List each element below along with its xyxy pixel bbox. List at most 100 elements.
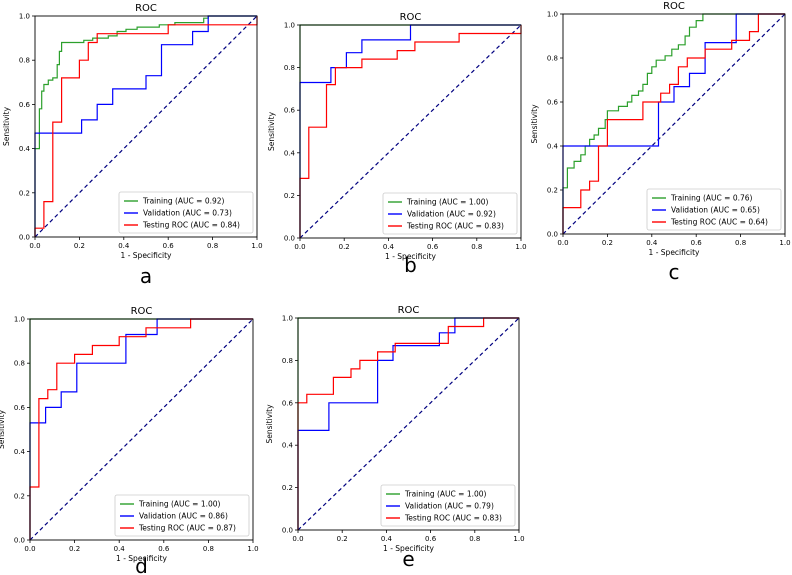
y-tick-label: 0.4	[14, 448, 26, 456]
legend-entry: Testing ROC (AUC = 0.83)	[406, 222, 504, 231]
roc-panel-d: ROC 0.0 0.2 0.4 0.6 0.8 1.0 0.0 0.2 0.4 0.6 0.8 1.0 1…	[0, 306, 259, 575]
x-tick-label: 0.2	[602, 239, 613, 247]
x-tick-label: 0.6	[427, 243, 439, 251]
y-tick-label: 0.4	[282, 442, 294, 450]
y-tick-label: 0.6	[547, 99, 559, 107]
panel-label: e	[402, 547, 414, 571]
legend-entry: Validation (AUC = 0.86)	[139, 512, 228, 521]
x-tick-label: 1.0	[515, 243, 526, 251]
y-tick-label: 0.6	[282, 399, 294, 407]
x-tick-label: 0.0	[294, 243, 305, 251]
y-tick-label: 1.0	[284, 22, 295, 30]
legend: Training (AUC = 0.92) Validation (AUC = 0…	[118, 191, 254, 234]
y-tick-label: 0.8	[282, 357, 293, 365]
x-tick-label: 0.4	[646, 239, 658, 247]
plot-frame	[562, 13, 786, 235]
plot-frame	[297, 317, 520, 531]
x-tick-label: 0.8	[471, 243, 482, 251]
x-axis-label: 1 - Specificity	[116, 554, 167, 563]
x-tick-label: 0.4	[383, 243, 395, 251]
y-axis-label: Sensitivity	[2, 106, 11, 146]
x-tick-label: 0.8	[735, 239, 746, 247]
legend-box	[382, 192, 518, 235]
legend-box	[114, 494, 250, 537]
legend-entry: Training (AUC = 0.76)	[670, 194, 753, 203]
y-tick-label: 0.6	[14, 404, 26, 412]
y-tick-label: 0.2	[19, 189, 30, 197]
y-tick-label: 0.0	[282, 527, 293, 535]
roc-curve-validation	[562, 13, 785, 234]
y-tick-label: 0.8	[19, 57, 30, 65]
plot-frame	[34, 15, 258, 238]
chart-title: ROC	[663, 1, 685, 12]
chance-diagonal-line	[29, 318, 254, 541]
x-tick-label: 0.4	[114, 545, 126, 553]
roc-curve-testing	[297, 317, 519, 530]
x-tick-label: 0.2	[74, 242, 85, 250]
x-tick-label: 0.8	[469, 535, 480, 543]
plot-frame	[299, 24, 522, 239]
x-tick-label: 1.0	[247, 545, 258, 553]
legend-box	[646, 188, 782, 231]
x-tick-label: 0.6	[425, 535, 437, 543]
roc-curve-testing	[34, 16, 258, 237]
x-axis-label: 1 - Specificity	[385, 252, 436, 261]
legend-entry: Testing ROC (AUC = 0.83)	[404, 514, 502, 523]
x-tick-label: 0.6	[163, 242, 175, 250]
x-tick-label: 1.0	[513, 535, 524, 543]
y-tick-label: 0.0	[19, 234, 30, 242]
panel-label: d	[135, 554, 148, 575]
plot-frame	[29, 318, 254, 541]
panel-label: b	[404, 253, 417, 277]
x-tick-label: 0.6	[158, 545, 170, 553]
chart-title: ROC	[398, 305, 420, 316]
panel-label: c	[669, 260, 680, 284]
x-axis-label: 1 - Specificity	[649, 248, 700, 257]
chart-title: ROC	[131, 306, 153, 317]
roc-curve-training	[562, 13, 785, 234]
x-axis-label: 1 - Specificity	[383, 544, 434, 553]
y-tick-label: 0.4	[547, 143, 559, 151]
roc-panel-b: ROC 0.0 0.2 0.4 0.6 0.8 1.0 0.0 0.2 0.4 0.6 0.8 1.0 1…	[267, 12, 527, 277]
x-axis-label: 1 - Specificity	[121, 251, 172, 260]
x-tick-label: 0.0	[24, 545, 35, 553]
y-axis-label: Sensitivity	[267, 111, 276, 151]
x-tick-label: 0.2	[69, 545, 80, 553]
x-tick-label: 0.0	[557, 239, 568, 247]
x-tick-label: 0.2	[339, 243, 350, 251]
legend-entry: Training (AUC = 1.00)	[404, 490, 487, 499]
legend-entry: Testing ROC (AUC = 0.84)	[142, 221, 240, 230]
y-tick-label: 1.0	[14, 316, 25, 324]
y-axis-label: Sensitivity	[530, 104, 539, 144]
roc-curve-testing	[562, 13, 785, 234]
chance-diagonal-line	[299, 24, 522, 239]
y-axis-label: Sensitivity	[265, 404, 274, 444]
roc-curve-validation	[34, 15, 257, 237]
y-tick-label: 0.2	[284, 192, 295, 200]
chart-title: ROC	[400, 12, 422, 23]
y-tick-label: 0.0	[547, 231, 558, 239]
legend-entry: Training (AUC = 0.92)	[142, 197, 225, 206]
x-tick-label: 0.0	[29, 242, 40, 250]
legend: Training (AUC = 0.76) Validation (AUC = 0…	[646, 188, 782, 231]
y-tick-label: 0.0	[14, 537, 25, 545]
chance-diagonal-line	[297, 317, 520, 531]
roc-panel-c: ROC 0.0 0.2 0.4 0.6 0.8 1.0 0.0 0.2 0.4 0.6 0.8 1.0 1…	[530, 1, 791, 284]
legend-entry: Testing ROC (AUC = 0.87)	[138, 524, 236, 533]
x-tick-label: 0.8	[207, 242, 218, 250]
y-tick-label: 0.8	[284, 64, 295, 72]
y-tick-label: 1.0	[547, 11, 558, 19]
chance-diagonal-line	[562, 13, 786, 235]
y-tick-label: 0.8	[547, 55, 558, 63]
y-tick-label: 1.0	[282, 315, 293, 323]
x-tick-label: 0.8	[203, 545, 214, 553]
legend: Training (AUC = 1.00) Validation (AUC = 0…	[114, 494, 250, 537]
legend-entry: Validation (AUC = 0.92)	[407, 210, 496, 219]
x-tick-label: 0.4	[118, 242, 130, 250]
chart-title: ROC	[135, 3, 157, 14]
x-tick-label: 0.0	[292, 535, 303, 543]
legend-entry: Validation (AUC = 0.65)	[671, 206, 760, 215]
legend-entry: Validation (AUC = 0.79)	[405, 502, 494, 511]
y-tick-label: 0.6	[284, 107, 296, 115]
y-axis-label: Sensitivity	[0, 409, 6, 449]
